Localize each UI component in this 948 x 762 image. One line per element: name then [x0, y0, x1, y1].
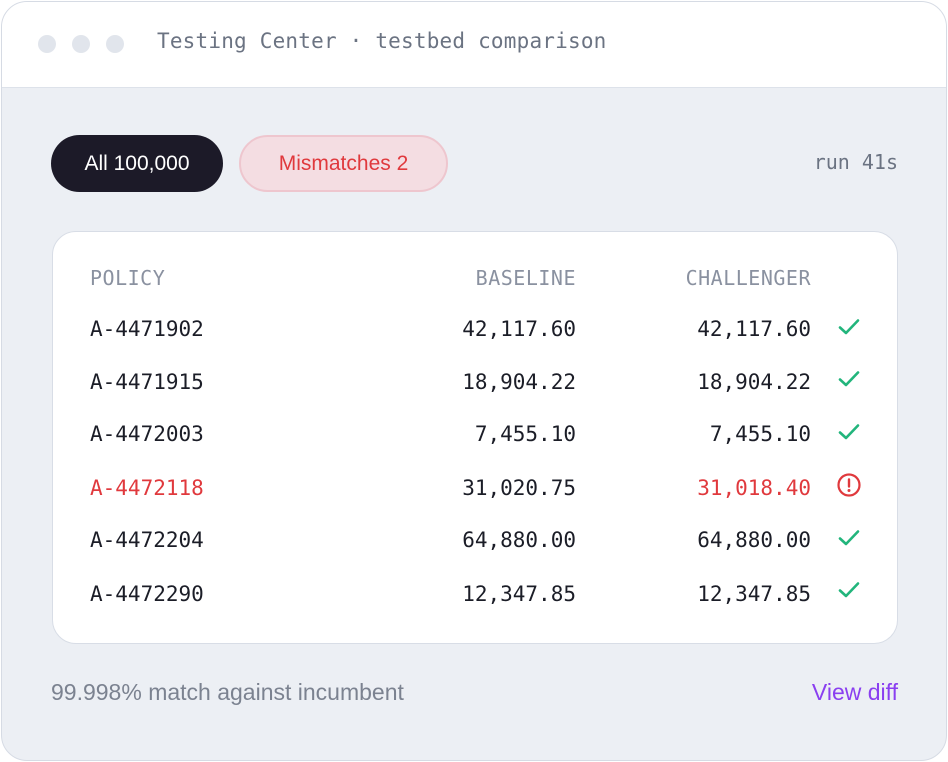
baseline-value: 18,904.22: [462, 370, 576, 394]
check-icon: [838, 582, 860, 598]
challenger-value: 42,117.60: [697, 317, 811, 341]
header-challenger: CHALLENGER: [685, 266, 811, 290]
baseline-value: 12,347.85: [462, 582, 576, 606]
policy-id: A-4472003: [90, 422, 204, 446]
filter-all-button[interactable]: All 100,000: [51, 135, 223, 192]
check-icon: [838, 371, 860, 387]
window-dot-maximize[interactable]: [106, 35, 124, 53]
policy-id: A-4472290: [90, 582, 204, 606]
run-duration: run 41s: [813, 150, 898, 174]
check-icon: [838, 424, 860, 440]
policy-id: A-4471915: [90, 370, 204, 394]
filter-mismatches-button[interactable]: Mismatches 2: [239, 135, 448, 192]
match-summary: 99.998% match against incumbent: [51, 679, 404, 705]
check-icon: [838, 530, 860, 546]
baseline-value: 31,020.75: [462, 476, 576, 500]
window-dot-minimize[interactable]: [72, 35, 90, 53]
view-diff-link[interactable]: View diff: [811, 679, 898, 705]
baseline-value: 64,880.00: [462, 528, 576, 552]
challenger-value: 12,347.85: [697, 582, 811, 606]
alert-circle-icon: [837, 473, 861, 497]
baseline-value: 42,117.60: [462, 317, 576, 341]
header-baseline: BASELINE: [475, 266, 576, 290]
window-dot-close[interactable]: [38, 35, 56, 53]
challenger-value: 64,880.00: [697, 528, 811, 552]
check-icon: [838, 319, 860, 335]
window-title: Testing Center · testbed comparison: [157, 29, 607, 53]
title-bar: Testing Center · testbed comparison: [2, 2, 946, 88]
comparison-table: POLICY BASELINE CHALLENGER A-4471902 42,…: [52, 231, 898, 644]
policy-id: A-4472204: [90, 528, 204, 552]
policy-id: A-4471902: [90, 317, 204, 341]
policy-id: A-4472118: [90, 476, 204, 500]
challenger-value: 31,018.40: [697, 476, 811, 500]
baseline-value: 7,455.10: [474, 422, 576, 446]
challenger-value: 7,455.10: [709, 422, 811, 446]
header-policy: POLICY: [90, 266, 166, 290]
challenger-value: 18,904.22: [697, 370, 811, 394]
